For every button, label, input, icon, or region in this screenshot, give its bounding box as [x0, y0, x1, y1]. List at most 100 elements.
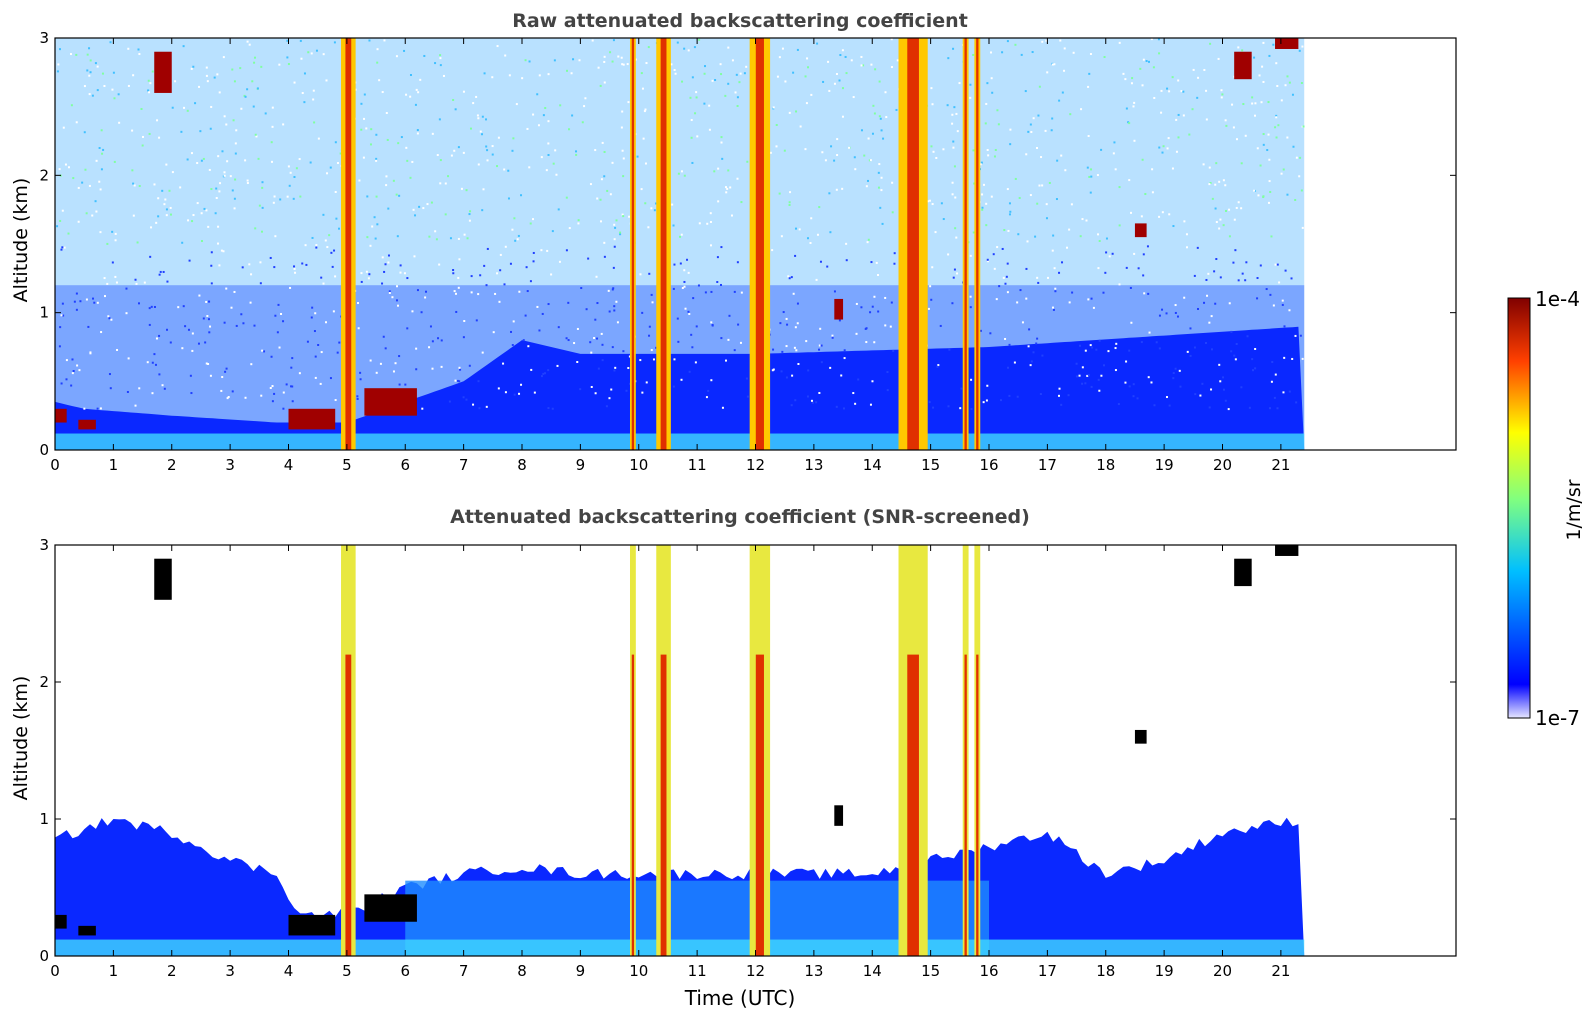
- noise-speck: [151, 392, 154, 395]
- noise-speck: [1192, 68, 1195, 71]
- noise-speck: [429, 325, 432, 328]
- noise-speck: [1003, 229, 1006, 232]
- noise-speck: [877, 310, 880, 313]
- noise-speck: [804, 75, 807, 78]
- noise-speck: [133, 184, 136, 187]
- noise-speck: [246, 182, 249, 185]
- noise-speck: [299, 39, 302, 42]
- noise-speck: [491, 76, 494, 79]
- noise-speck: [1128, 349, 1131, 352]
- noise-speck: [294, 271, 297, 274]
- noise-speck: [936, 365, 939, 368]
- noise-speck: [981, 193, 984, 196]
- noise-speck: [1197, 76, 1200, 79]
- y-tick-label: 1: [39, 810, 49, 828]
- noise-speck: [628, 215, 631, 218]
- noise-speck: [1218, 363, 1221, 366]
- noise-speck: [1125, 266, 1128, 269]
- noise-speck: [794, 254, 797, 257]
- noise-speck: [973, 182, 976, 185]
- noise-speck: [315, 49, 318, 52]
- noise-speck: [111, 88, 114, 91]
- noise-speck: [304, 244, 307, 247]
- noise-speck: [929, 285, 932, 288]
- noise-speck: [581, 121, 584, 124]
- noise-speck: [1140, 341, 1143, 344]
- noise-speck: [333, 41, 336, 44]
- x-tick-label: 8: [517, 456, 527, 474]
- noise-speck: [554, 149, 557, 152]
- noise-speck: [234, 178, 237, 181]
- noise-speck: [848, 146, 851, 149]
- noise-speck: [1260, 101, 1263, 104]
- noise-speck: [821, 151, 824, 154]
- noise-speck: [769, 151, 772, 154]
- noise-speck: [819, 327, 822, 330]
- noise-speck: [126, 390, 129, 393]
- noise-speck: [217, 225, 220, 228]
- precip-core: [660, 38, 667, 450]
- noise-speck: [673, 263, 676, 266]
- noise-speck: [1006, 291, 1009, 294]
- noise-speck: [879, 117, 882, 120]
- noise-speck: [1085, 219, 1088, 222]
- noise-speck: [956, 130, 959, 133]
- noise-speck: [514, 239, 517, 242]
- y-tick-label: 1: [39, 304, 49, 322]
- noise-speck: [681, 80, 684, 83]
- noise-speck: [181, 347, 184, 350]
- noise-speck: [565, 249, 568, 252]
- noise-speck: [576, 361, 579, 364]
- noise-speck: [110, 318, 113, 321]
- noise-speck: [1214, 302, 1217, 305]
- noise-speck: [1228, 208, 1231, 211]
- noise-speck: [551, 230, 554, 233]
- noise-speck: [547, 73, 550, 76]
- noise-speck: [1299, 156, 1302, 159]
- noise-speck: [725, 191, 728, 194]
- noise-speck: [1168, 404, 1171, 407]
- noise-speck: [677, 340, 680, 343]
- noise-speck: [985, 399, 988, 402]
- noise-speck: [680, 233, 683, 236]
- noise-speck: [1191, 108, 1194, 111]
- noise-speck: [1024, 90, 1027, 93]
- noise-speck: [1052, 308, 1055, 311]
- noise-speck: [931, 266, 934, 269]
- noise-speck: [270, 141, 273, 144]
- noise-speck: [970, 408, 973, 411]
- noise-speck: [841, 115, 844, 118]
- noise-speck: [334, 141, 337, 144]
- noise-speck: [98, 147, 101, 150]
- colorbar-unit-label: 1/m/sr: [1563, 479, 1585, 540]
- noise-speck: [866, 179, 869, 182]
- noise-speck: [1268, 180, 1271, 183]
- noise-speck: [622, 63, 625, 66]
- cloud-patch: [78, 419, 96, 430]
- noise-speck: [271, 400, 274, 403]
- noise-speck: [999, 399, 1002, 402]
- noise-speck: [636, 155, 639, 158]
- noise-speck: [596, 197, 599, 200]
- noise-speck: [1039, 393, 1042, 396]
- noise-speck: [205, 74, 208, 77]
- noise-speck: [1064, 169, 1067, 172]
- noise-speck: [204, 341, 207, 344]
- noise-speck: [108, 317, 111, 320]
- noise-speck: [1087, 85, 1090, 88]
- noise-speck: [1251, 102, 1254, 105]
- noise-speck: [1186, 350, 1189, 353]
- noise-speck: [1004, 282, 1007, 285]
- noise-speck: [622, 350, 625, 353]
- noise-speck: [778, 56, 781, 59]
- noise-speck: [1028, 328, 1031, 331]
- noise-speck: [293, 267, 296, 270]
- noise-speck: [264, 112, 267, 115]
- noise-speck: [615, 300, 618, 303]
- noise-speck: [132, 214, 135, 217]
- cloud-patch: [154, 51, 172, 93]
- noise-speck: [807, 369, 810, 372]
- noise-speck: [878, 115, 881, 118]
- noise-speck: [740, 201, 743, 204]
